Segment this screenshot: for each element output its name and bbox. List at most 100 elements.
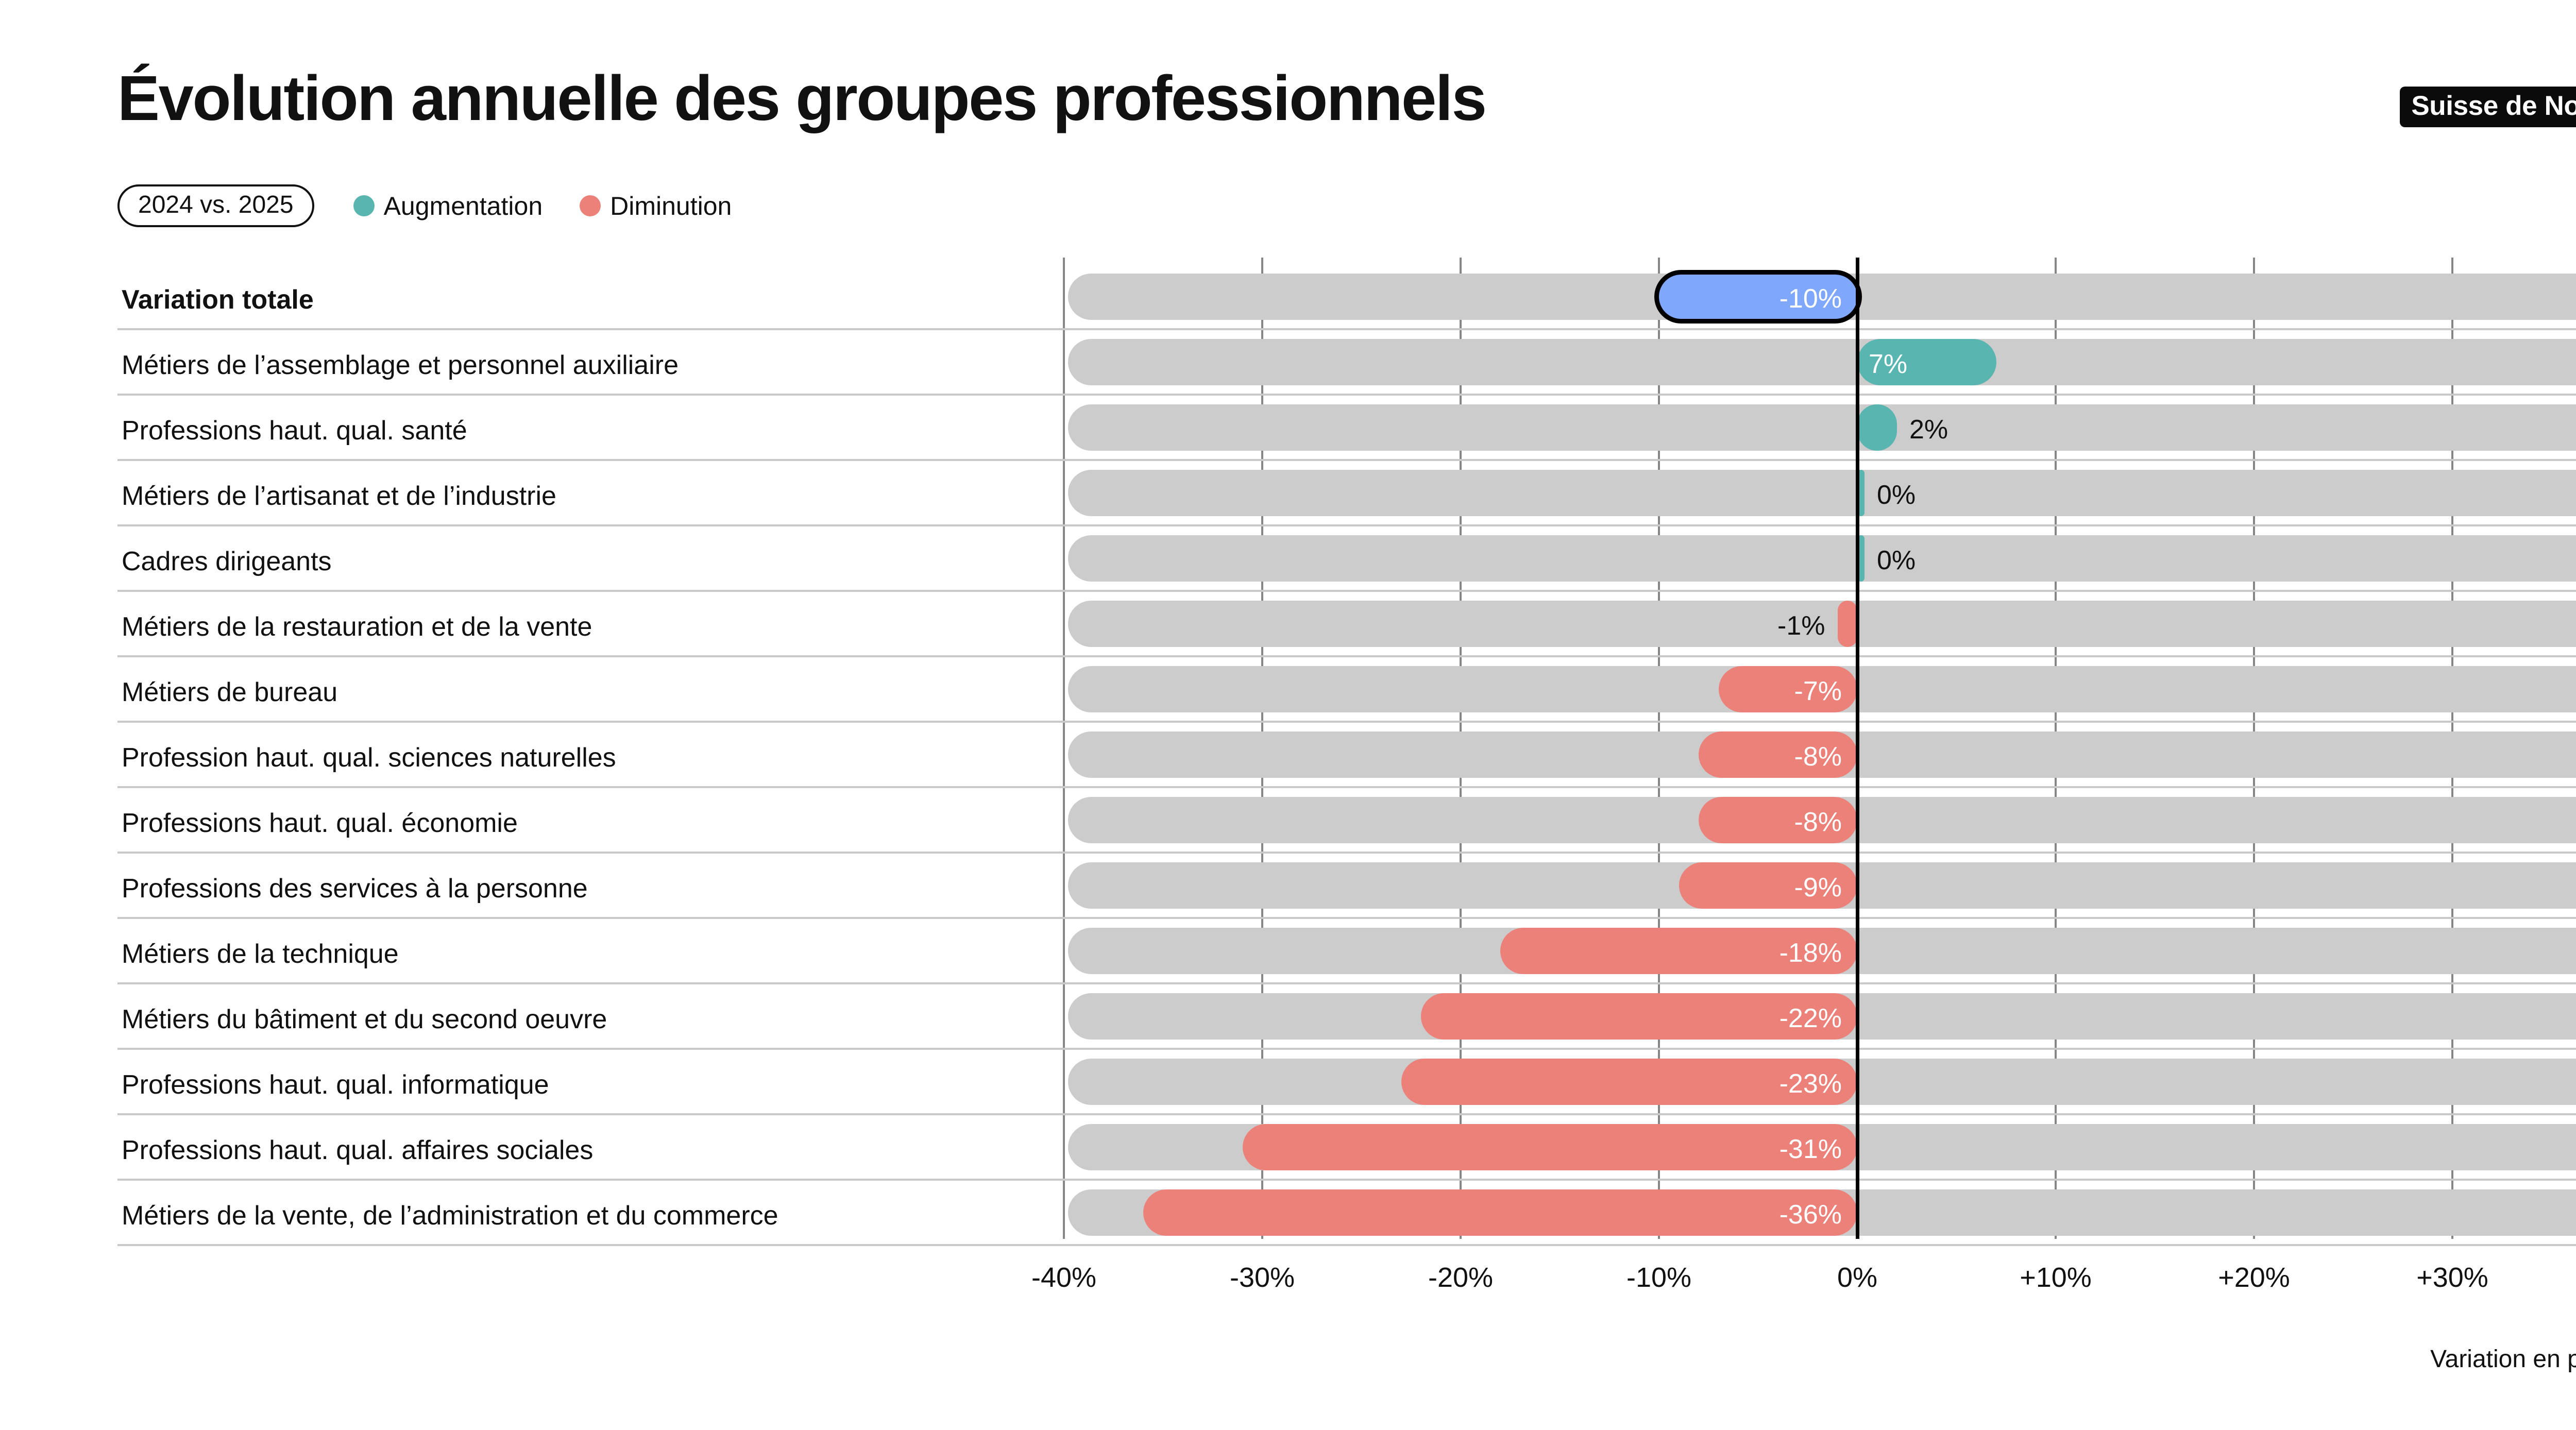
axis-tick-label: +20%: [2218, 1262, 2290, 1293]
row-label: Professions haut. qual. affaires sociale…: [122, 1135, 594, 1165]
row-separator: [117, 1113, 2576, 1115]
row-separator: [117, 590, 2576, 592]
row-label: Professions haut. qual. économie: [122, 808, 518, 838]
legend-item-decrease[interactable]: Diminution: [580, 193, 732, 219]
bar-decrease[interactable]: [1242, 1123, 1857, 1170]
bar-value-label: -1%: [1777, 610, 1825, 641]
bar-increase[interactable]: [1857, 535, 1865, 582]
page-title: Évolution annuelle des groupes professio…: [117, 63, 1487, 134]
table-row[interactable]: Cadres dirigeants 0%: [0, 525, 2576, 592]
bar-decrease[interactable]: [1718, 666, 1857, 712]
chart-header: Évolution annuelle des groupes professio…: [0, 0, 2576, 242]
bar-increase[interactable]: [1857, 469, 1865, 516]
bar-highlight[interactable]: [1654, 269, 1862, 324]
row-label: Professions haut. qual. informatique: [122, 1069, 549, 1100]
row-separator: [117, 328, 2576, 330]
row-separator: [117, 982, 2576, 984]
row-separator: [117, 1244, 2576, 1246]
axis-tick-label: +10%: [2020, 1262, 2092, 1293]
table-row[interactable]: Métiers du bâtiment et du second oeuvre -…: [0, 983, 2576, 1050]
row-separator: [117, 394, 2576, 396]
row-label: Métiers de l’assemblage et personnel aux…: [122, 350, 679, 380]
table-row[interactable]: Métiers de la restauration et de la vent…: [0, 591, 2576, 657]
row-label: Métiers de la restauration et de la vent…: [122, 611, 592, 642]
axis-tick-label: -10%: [1626, 1262, 1692, 1293]
bar-decrease[interactable]: [1401, 1058, 1857, 1105]
bar-track: [1068, 338, 2576, 385]
bar-value-label: 0%: [1877, 545, 1916, 575]
bar-value-label: -18%: [1779, 938, 1842, 968]
legend-dot-decrease-icon: [580, 195, 601, 216]
bar-track: [1068, 600, 2576, 647]
row-label: Variation totale: [122, 284, 314, 315]
axis-tick-label: -30%: [1229, 1262, 1295, 1293]
period-pill[interactable]: 2024 vs. 2025: [117, 184, 314, 227]
bar-decrease[interactable]: [1837, 600, 1857, 647]
row-label: Métiers du bâtiment et du second oeuvre: [122, 1004, 607, 1034]
chart-legend: Augmentation Diminution: [353, 193, 769, 219]
row-label: Métiers de la technique: [122, 939, 399, 969]
row-separator: [117, 1048, 2576, 1050]
legend-label-increase: Augmentation: [383, 191, 543, 220]
table-row[interactable]: Métiers de bureau -7%: [0, 656, 2576, 723]
table-row[interactable]: Métiers de la technique -18%: [0, 918, 2576, 984]
bar-increase[interactable]: [1857, 404, 1897, 451]
bar-increase[interactable]: [1857, 338, 1996, 385]
bar-decrease[interactable]: [1421, 993, 1857, 1040]
row-label: Métiers de la vente, de l’administration…: [122, 1200, 778, 1231]
row-label: Professions haut. qual. santé: [122, 415, 467, 446]
bar-decrease[interactable]: [1500, 927, 1857, 974]
row-label: Métiers de bureau: [122, 677, 338, 707]
row-separator: [117, 852, 2576, 854]
bar-value-label: -10%: [1779, 283, 1842, 314]
bar-value-label: -7%: [1794, 676, 1842, 706]
bar-decrease[interactable]: [1143, 1189, 1857, 1236]
bar-value-label: -8%: [1794, 807, 1842, 837]
table-row[interactable]: Profession haut. qual. sciences naturell…: [0, 722, 2576, 788]
table-row[interactable]: Professions haut. qual. affaires sociale…: [0, 1114, 2576, 1181]
bar-value-label: 7%: [1869, 349, 1908, 379]
bar-track: [1068, 404, 2576, 451]
plot-area: Variation totale -10% Métiers de l’assembl…: [0, 258, 2576, 1246]
row-separator: [117, 459, 2576, 461]
axis-tick-label: -20%: [1428, 1262, 1494, 1293]
table-row[interactable]: Métiers de l’artisanat et de l’industrie…: [0, 460, 2576, 526]
bar-value-label: -9%: [1794, 872, 1842, 903]
bar-value-label: -8%: [1794, 741, 1842, 772]
bar-value-label: 0%: [1877, 480, 1916, 510]
legend-label-decrease: Diminution: [610, 191, 732, 220]
bar-decrease[interactable]: [1699, 796, 1857, 843]
row-label: Cadres dirigeants: [122, 546, 332, 576]
table-row[interactable]: Métiers de la vente, de l’administration…: [0, 1180, 2576, 1246]
bar-value-label: -22%: [1779, 1003, 1842, 1033]
x-axis: -40%-30%-20%-10%0%+10%+20%+30%+40%: [0, 1239, 2576, 1306]
table-row[interactable]: Variation totale -10%: [0, 264, 2576, 330]
bar-value-label: -23%: [1779, 1068, 1842, 1099]
legend-dot-increase-icon: [353, 195, 375, 216]
row-label: Métiers de l’artisanat et de l’industrie: [122, 481, 556, 511]
table-row[interactable]: Professions des services à la personne -9…: [0, 853, 2576, 919]
region-badge: Suisse de Nord-Ouest: [2400, 87, 2576, 127]
bar-decrease[interactable]: [1679, 862, 1857, 909]
axis-tick-label: -40%: [1031, 1262, 1097, 1293]
row-separator: [117, 721, 2576, 723]
row-separator: [117, 524, 2576, 526]
table-row[interactable]: Professions haut. qual. informatique -23%: [0, 1049, 2576, 1115]
row-label: Profession haut. qual. sciences naturell…: [122, 742, 616, 773]
axis-tick-label: 0%: [1837, 1262, 1878, 1293]
bar-track: [1068, 469, 2576, 516]
bar-decrease[interactable]: [1699, 731, 1857, 778]
table-row[interactable]: Métiers de l’assemblage et personnel aux…: [0, 329, 2576, 396]
axis-caption: Variation en pourcentage: [2430, 1346, 2576, 1373]
table-row[interactable]: Professions haut. qual. économie -8%: [0, 787, 2576, 854]
row-label: Professions des services à la personne: [122, 873, 588, 904]
row-separator: [117, 655, 2576, 657]
row-separator: [117, 1179, 2576, 1181]
subtitle-row: 2024 vs. 2025 Augmentation Diminution: [117, 184, 769, 227]
legend-item-increase[interactable]: Augmentation: [353, 193, 543, 219]
row-separator: [117, 917, 2576, 919]
row-separator: [117, 786, 2576, 788]
bar-track: [1068, 535, 2576, 582]
table-row[interactable]: Professions haut. qual. santé 2%: [0, 395, 2576, 461]
